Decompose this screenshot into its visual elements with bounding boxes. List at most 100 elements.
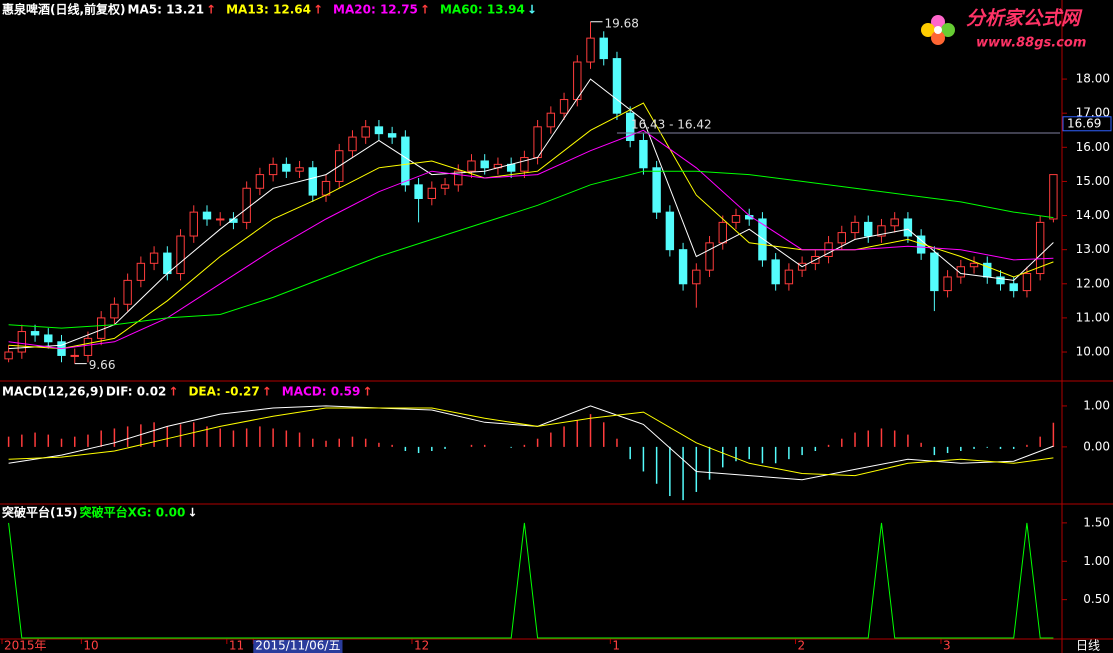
candle-body: [427, 187, 437, 199]
logo-petal: [921, 23, 935, 37]
y-tick-label: 17.00: [1076, 106, 1110, 120]
x-tick-label: 1: [612, 639, 620, 653]
period-label: 日线: [1076, 639, 1100, 653]
legend-entry: MA5: 13.21: [128, 3, 205, 17]
candle-body: [625, 112, 635, 141]
legend-arrow: ↑: [262, 385, 272, 399]
y-tick-label: 1.50: [1083, 515, 1110, 529]
candle-body: [454, 170, 463, 186]
y-tick-label: 12.00: [1076, 276, 1110, 290]
annotation-label: 19.68: [605, 16, 639, 30]
y-tick-label: 1.00: [1083, 554, 1110, 568]
legend-entry: MACD: 0.59: [282, 385, 361, 399]
legend-arrow: ↓: [527, 3, 537, 17]
candle-body: [837, 232, 846, 244]
candle-body: [480, 160, 489, 169]
candle-body: [1035, 221, 1045, 275]
candle-body: [969, 262, 979, 268]
candle-body: [520, 157, 529, 172]
y-tick-label: 1.00: [1083, 398, 1110, 412]
y-tick-label: 16.00: [1076, 140, 1110, 154]
ma-line: [8, 170, 1054, 329]
candle-body: [731, 215, 741, 223]
candle-body: [612, 58, 622, 114]
candle-body: [268, 163, 278, 176]
candle-body: [956, 266, 966, 278]
candle-body: [943, 276, 952, 292]
legend-arrow: ↑: [362, 385, 372, 399]
candle-body: [202, 211, 212, 220]
legend-arrow: ↓: [187, 506, 197, 520]
macd-line: [8, 405, 1054, 481]
y-tick-label: 0.50: [1083, 592, 1110, 606]
candle-body: [890, 218, 899, 227]
candle-body: [1009, 283, 1018, 292]
candle-body: [758, 218, 767, 261]
candle-body: [83, 337, 93, 356]
candle-body: [4, 351, 13, 360]
candle-body: [559, 99, 569, 114]
candle-body: [30, 331, 40, 336]
candle-body: [295, 167, 304, 172]
candle-body: [401, 136, 410, 186]
ma-line: [8, 102, 1054, 350]
candle-body: [96, 317, 106, 339]
x-tick-label: 10: [83, 639, 98, 653]
candle-body: [1022, 273, 1032, 292]
y-tick-label: 13.00: [1076, 242, 1110, 256]
candle-body: [1049, 174, 1058, 220]
legend-entry: MA13: 12.64: [226, 3, 311, 17]
y-tick-label: 0.00: [1083, 439, 1110, 453]
annotation-label: 16.43 - 16.42: [631, 117, 712, 131]
y-tick-label: 18.00: [1076, 72, 1110, 86]
candle-body: [374, 126, 384, 135]
candle-body: [665, 211, 675, 251]
candle-body: [771, 259, 780, 285]
price-marker-label: 16.69: [1067, 116, 1101, 130]
candle-body: [189, 211, 198, 237]
candle-body: [903, 218, 913, 237]
legend-arrow: ↑: [420, 3, 430, 17]
candle-body: [242, 187, 251, 223]
candle-body: [176, 235, 185, 275]
legend-arrow: ↑: [313, 3, 323, 17]
y-tick-label: 10.00: [1076, 345, 1110, 359]
candle-body: [705, 242, 714, 271]
x-tick-label: 2: [798, 639, 806, 653]
candle-body: [440, 184, 450, 189]
legend-entry: MA20: 12.75: [333, 3, 418, 17]
candle-body: [387, 133, 397, 138]
candle-body: [308, 167, 317, 196]
candle-body: [467, 160, 476, 172]
legend-entry: DEA: -0.27: [188, 385, 259, 399]
selected-date-bg: [253, 640, 343, 653]
candle-body: [599, 37, 608, 60]
candle-body: [149, 252, 159, 264]
chart-title: 惠泉啤酒(日线,前复权): [2, 2, 126, 17]
candle-body: [784, 269, 794, 285]
candle-body: [70, 354, 79, 357]
legend-entry: MA60: 13.94: [440, 3, 525, 17]
candle-body: [361, 126, 370, 138]
annotation-label: 9.66: [89, 358, 116, 372]
candle-body: [930, 252, 939, 292]
price-marker-box: [1062, 116, 1112, 132]
x-tick-label: 3: [943, 639, 951, 653]
candle-body: [110, 303, 119, 319]
candle-body: [321, 180, 331, 196]
candle-body: [216, 218, 225, 221]
candle-body: [573, 61, 582, 101]
candle-body: [123, 279, 132, 305]
logo-title: 分析家公式网: [966, 8, 1083, 30]
candle-body: [718, 221, 727, 244]
ma-line: [8, 78, 1054, 350]
candle-body: [652, 167, 661, 213]
x-tick-label: 2015/11/06/五: [255, 639, 340, 653]
candle-body: [255, 174, 265, 189]
candle-body: [282, 163, 291, 172]
chart-title: MACD(12,26,9): [2, 385, 104, 399]
legend-arrow: ↑: [168, 385, 178, 399]
macd-line: [8, 407, 1054, 477]
candle-body: [546, 112, 556, 128]
